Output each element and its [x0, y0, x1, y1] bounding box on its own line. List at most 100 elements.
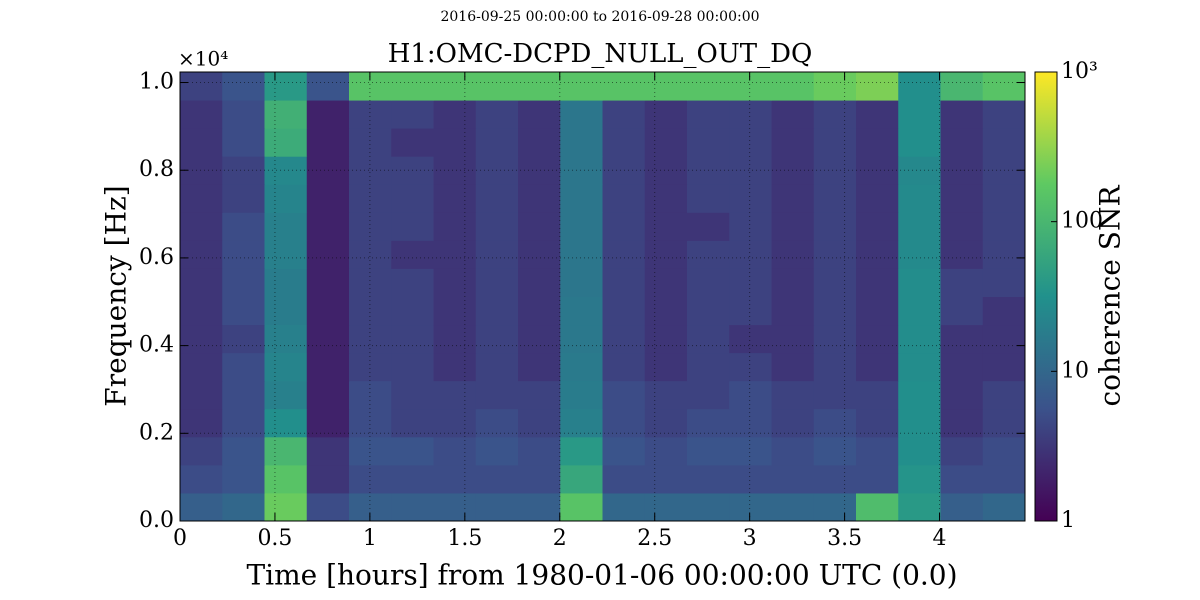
colorbar [1034, 71, 1058, 522]
heatmap-cell [602, 352, 646, 382]
heatmap-cell [222, 352, 265, 382]
heatmap-cell [264, 128, 308, 157]
heatmap-cell [475, 380, 519, 410]
colorbar-tick-label: 10³ [1061, 59, 1098, 84]
heatmap-cell [771, 492, 815, 522]
heatmap-cell [856, 156, 899, 185]
heatmap-cell [898, 128, 941, 157]
heatmap-cell [856, 184, 899, 213]
heatmap-cell [602, 436, 646, 466]
heatmap-cell [982, 324, 1026, 354]
heatmap-cell [940, 212, 984, 241]
heatmap-cell [518, 324, 561, 354]
heatmap-cell [602, 464, 646, 494]
heatmap-cell [856, 436, 899, 466]
heatmap-cell [771, 296, 815, 326]
y-tick-label: 1.0 [139, 70, 174, 95]
heatmap-cell [644, 436, 688, 466]
heatmap-cell [306, 464, 350, 494]
heatmap-cell [771, 408, 815, 438]
heatmap-cell [940, 324, 984, 354]
heatmap-cell [687, 240, 730, 269]
heatmap-cell [560, 464, 603, 494]
heatmap-cell [180, 408, 223, 438]
heatmap-cell [560, 324, 603, 354]
heatmap-cell [306, 128, 350, 157]
heatmap-cell [433, 212, 477, 241]
heatmap-cell [433, 436, 477, 466]
heatmap-cell [644, 128, 688, 157]
heatmap-cell [856, 464, 899, 494]
heatmap-cell [306, 240, 350, 269]
heatmap-cell [602, 296, 646, 326]
heatmap-cell [349, 436, 392, 466]
heatmap-cell [940, 268, 984, 297]
heatmap-cell [222, 296, 265, 326]
heatmap-cell [856, 352, 899, 382]
heatmap-cell [518, 408, 561, 438]
heatmap-cell [982, 128, 1026, 157]
heatmap-cell [391, 128, 434, 157]
heatmap-cell [391, 212, 434, 241]
heatmap-cell [222, 464, 265, 494]
heatmap-cell [940, 352, 984, 382]
heatmap-cell [898, 100, 941, 129]
x-axis-label: Time [hours] from 1980-01-06 00:00:00 UT… [246, 559, 957, 592]
heatmap-cell [644, 296, 688, 326]
heatmap-cell [644, 352, 688, 382]
heatmap-cell [771, 184, 815, 213]
heatmap-cell [687, 268, 730, 297]
heatmap-cell [306, 436, 350, 466]
heatmap-cell [813, 324, 857, 354]
heatmap-cell [560, 156, 603, 185]
heatmap-cell [180, 128, 223, 157]
x-tick-label: 4 [933, 526, 947, 551]
heatmap-cell [687, 100, 730, 129]
heatmap-cell [856, 408, 899, 438]
heatmap-cell [644, 156, 688, 185]
colorbar-label: coherence SNR [1094, 185, 1127, 407]
heatmap-cell [729, 436, 772, 466]
heatmap-cell [433, 240, 477, 269]
heatmap-cell [729, 268, 772, 297]
heatmap-cell [306, 380, 350, 410]
heatmap-cell [560, 72, 603, 101]
y-tick-label: 0.6 [139, 245, 174, 270]
heatmap-cell [222, 212, 265, 241]
heatmap-cell [729, 156, 772, 185]
heatmap-cell [475, 240, 519, 269]
heatmap-cell [687, 352, 730, 382]
heatmap-cell [222, 184, 265, 213]
heatmap-cell [475, 184, 519, 213]
heatmap-cell [687, 296, 730, 326]
heatmap-cell [560, 492, 603, 522]
heatmap-cell [180, 436, 223, 466]
y-tick-label: 0.8 [139, 157, 174, 182]
heatmap-cell [391, 72, 434, 101]
heatmap-cell [729, 72, 772, 101]
heatmap-cell [644, 240, 688, 269]
heatmap-cell [856, 212, 899, 241]
heatmap-cell [602, 240, 646, 269]
heatmap-cell [982, 492, 1026, 522]
heatmap-cell [898, 380, 941, 410]
heatmap-cell [771, 72, 815, 101]
heatmap-cell [222, 100, 265, 129]
y-tick-label: 0.4 [139, 333, 174, 358]
heatmap-cell [264, 296, 308, 326]
heatmap-cell [644, 464, 688, 494]
heatmap-cell [856, 380, 899, 410]
y-tick-label: 0.0 [139, 508, 174, 533]
heatmap-cell [729, 324, 772, 354]
heatmap-cell [560, 352, 603, 382]
heatmap-cell [475, 156, 519, 185]
heatmap-cell [560, 296, 603, 326]
heatmap-cell [475, 324, 519, 354]
heatmap-cell [602, 128, 646, 157]
heatmap-cell [433, 324, 477, 354]
heatmap-cell [264, 184, 308, 213]
heatmap-cell [813, 128, 857, 157]
heatmap-cell [982, 212, 1026, 241]
heatmap-cell [813, 100, 857, 129]
heatmap-cell [813, 184, 857, 213]
